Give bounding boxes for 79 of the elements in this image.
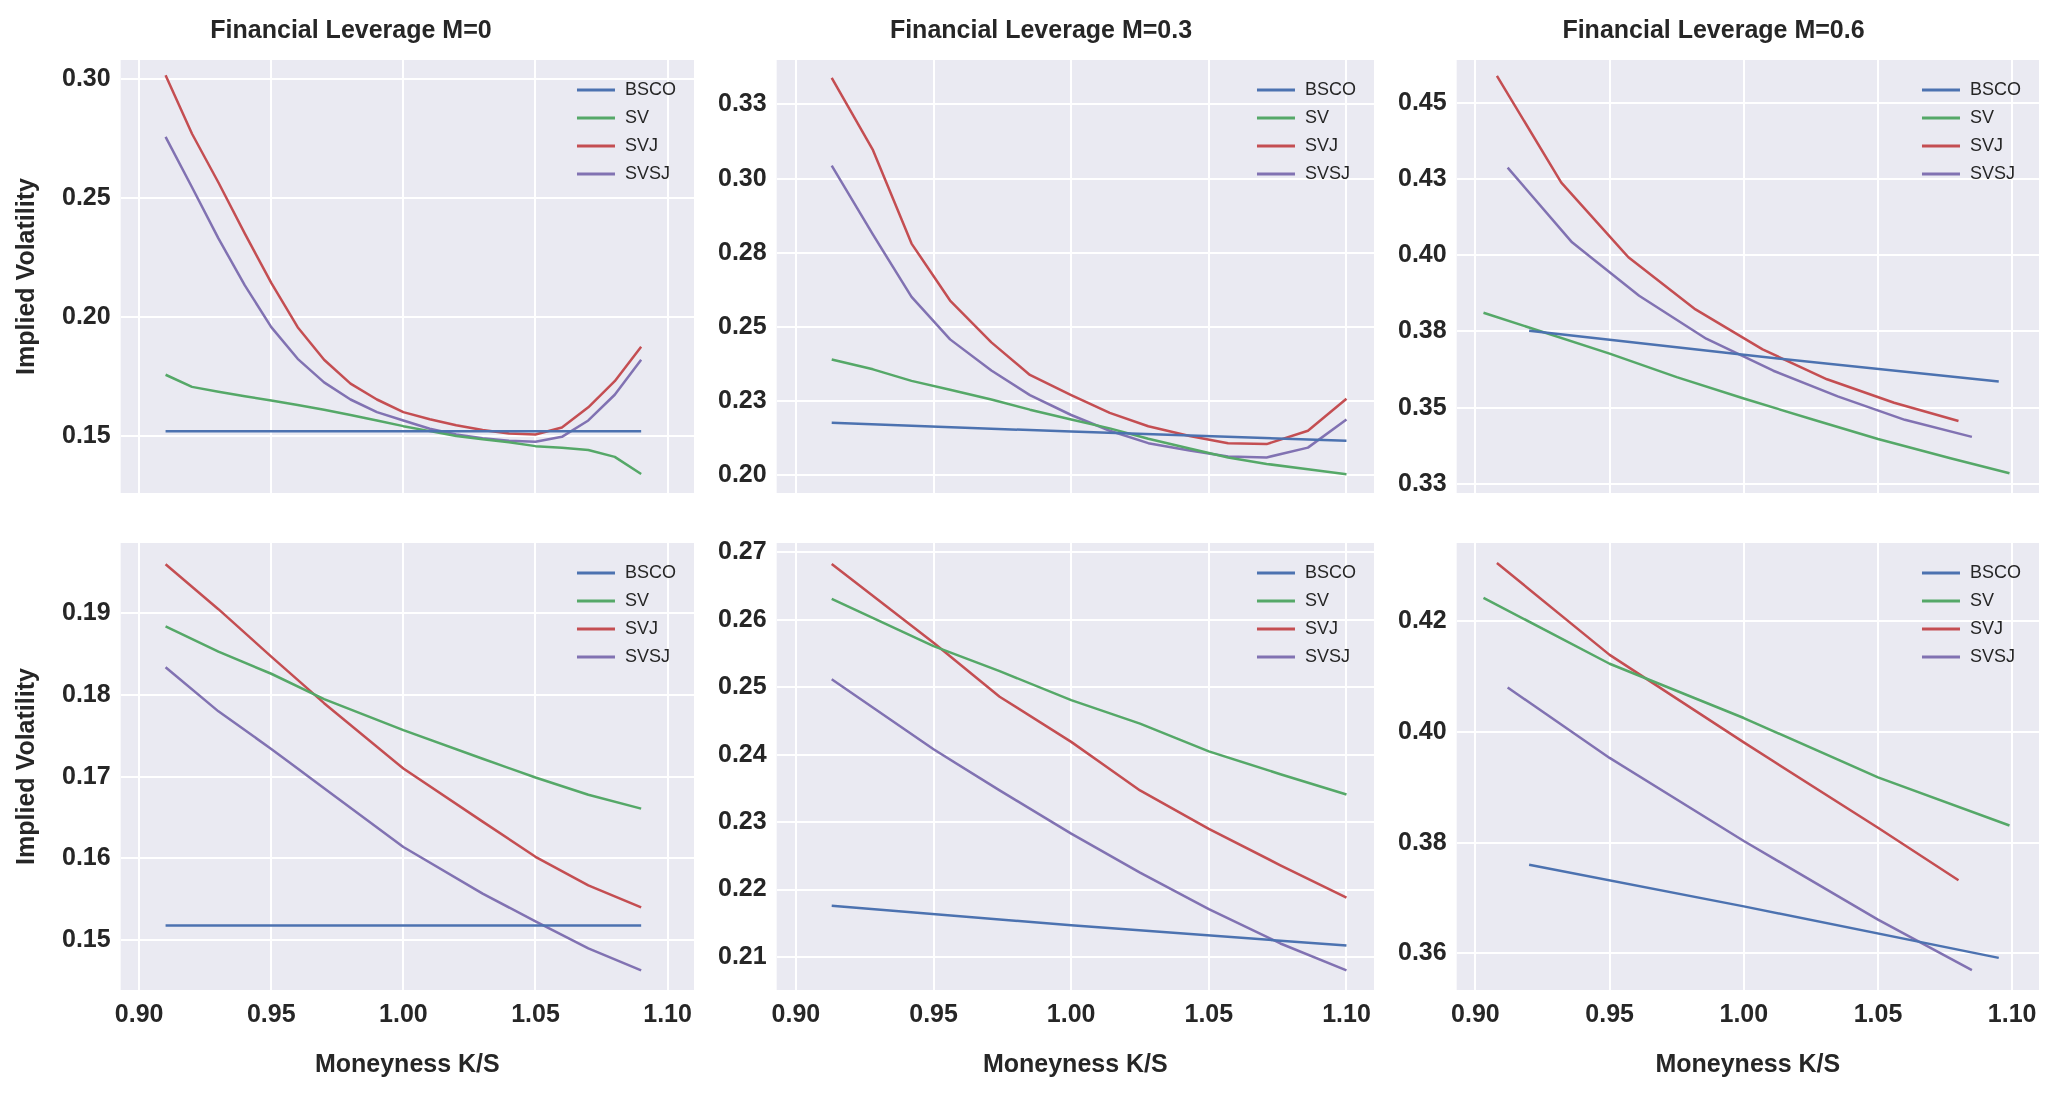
y-tick-label: 0.35 [1397, 391, 1447, 420]
y-tick-label: 0.22 [717, 873, 767, 902]
x-tick-label: 1.05 [511, 998, 560, 1027]
legend-label: SV [1969, 106, 1994, 127]
x-tick-label: 0.95 [246, 998, 296, 1027]
y-tick-label: 0.33 [1397, 467, 1447, 496]
x-tick-label: 0.90 [771, 998, 821, 1027]
y-tick-label: 0.38 [1397, 315, 1447, 344]
y-tick-label: 0.15 [61, 419, 111, 448]
x-tick-label: 0.90 [1451, 998, 1500, 1027]
y-tick-label: 0.38 [1397, 826, 1447, 855]
y-tick-label: 0.23 [717, 806, 767, 835]
y-tick-label: 0.24 [717, 738, 767, 767]
legend-label: SV [1304, 589, 1329, 610]
legend-label: BSCO [624, 561, 676, 582]
chart-title: Financial Leverage M=0.3 [889, 14, 1193, 43]
y-tick-label: 0.23 [717, 384, 767, 413]
y-tick-label: 0.20 [61, 300, 111, 329]
x-tick-label: 1.05 [1853, 998, 1903, 1027]
x-tick-label: 0.95 [1585, 998, 1635, 1027]
legend-label: SVSJ [1969, 645, 2016, 666]
y-tick-label: 0.16 [61, 842, 111, 871]
x-tick-label: 1.10 [1987, 998, 2037, 1027]
x-tick-label: 0.95 [909, 998, 958, 1027]
legend-label: SVSJ [1304, 162, 1351, 183]
y-tick-label: 0.40 [1397, 715, 1447, 744]
y-tick-label: 0.18 [61, 678, 111, 707]
y-tick-label: 0.33 [717, 88, 767, 117]
y-tick-label: 0.26 [717, 603, 767, 632]
legend-label: SV [624, 589, 649, 610]
y-tick-label: 0.25 [61, 181, 111, 210]
x-tick-label: 0.90 [114, 998, 164, 1027]
y-tick-label: 0.45 [1397, 86, 1447, 115]
legend-label: BSCO [1304, 561, 1356, 582]
y-tick-label: 0.28 [717, 236, 767, 265]
x-axis-title: Moneyness K/S [982, 1048, 1168, 1077]
x-tick-label: 1.10 [1322, 998, 1371, 1027]
legend-label: BSCO [1304, 78, 1356, 99]
legend-label: SV [1304, 106, 1329, 127]
x-tick-label: 1.05 [1184, 998, 1234, 1027]
x-tick-label: 1.00 [379, 998, 428, 1027]
legend-label: SVJ [1969, 134, 2003, 155]
x-tick-label: 1.10 [643, 998, 692, 1027]
x-tick-label: 1.00 [1046, 998, 1096, 1027]
y-tick-label: 0.17 [61, 760, 111, 789]
legend-label: BSCO [1969, 78, 2021, 99]
legend-label: BSCO [624, 78, 676, 99]
y-tick-label: 0.25 [717, 310, 767, 339]
y-tick-label: 0.40 [1397, 239, 1447, 268]
y-tick-label: 0.15 [61, 924, 111, 953]
chart-title: Financial Leverage M=0 [210, 14, 492, 43]
legend-label: SVSJ [624, 162, 671, 183]
legend-label: SVSJ [1304, 645, 1351, 666]
y-axis-title: Implied Volatility [10, 178, 39, 375]
chart-title: Financial Leverage M=0.6 [1562, 14, 1865, 43]
y-axis-title: Implied Volatility [10, 668, 39, 865]
y-tick-label: 0.42 [1397, 604, 1447, 633]
y-tick-label: 0.43 [1397, 162, 1447, 191]
legend-label: SVJ [1304, 134, 1338, 155]
legend-label: SVJ [1304, 617, 1338, 638]
y-tick-label: 0.25 [717, 671, 767, 700]
y-tick-label: 0.36 [1397, 937, 1447, 966]
legend-label: SVJ [1969, 617, 2003, 638]
legend-label: SVJ [624, 617, 658, 638]
legend-label: SVSJ [624, 645, 671, 666]
legend-label: SV [1969, 589, 1994, 610]
y-tick-label: 0.19 [61, 597, 111, 626]
y-tick-label: 0.30 [717, 162, 767, 191]
legend-label: SVJ [624, 134, 658, 155]
legend-label: SVSJ [1969, 162, 2016, 183]
x-axis-title: Moneyness K/S [1655, 1048, 1841, 1077]
y-tick-label: 0.30 [61, 62, 111, 91]
y-tick-label: 0.27 [717, 536, 767, 565]
legend-label: BSCO [1969, 561, 2021, 582]
y-tick-label: 0.20 [717, 459, 767, 488]
x-axis-title: Moneyness K/S [314, 1048, 500, 1077]
legend-label: SV [624, 106, 649, 127]
y-tick-label: 0.21 [717, 940, 767, 969]
x-tick-label: 1.00 [1719, 998, 1769, 1027]
